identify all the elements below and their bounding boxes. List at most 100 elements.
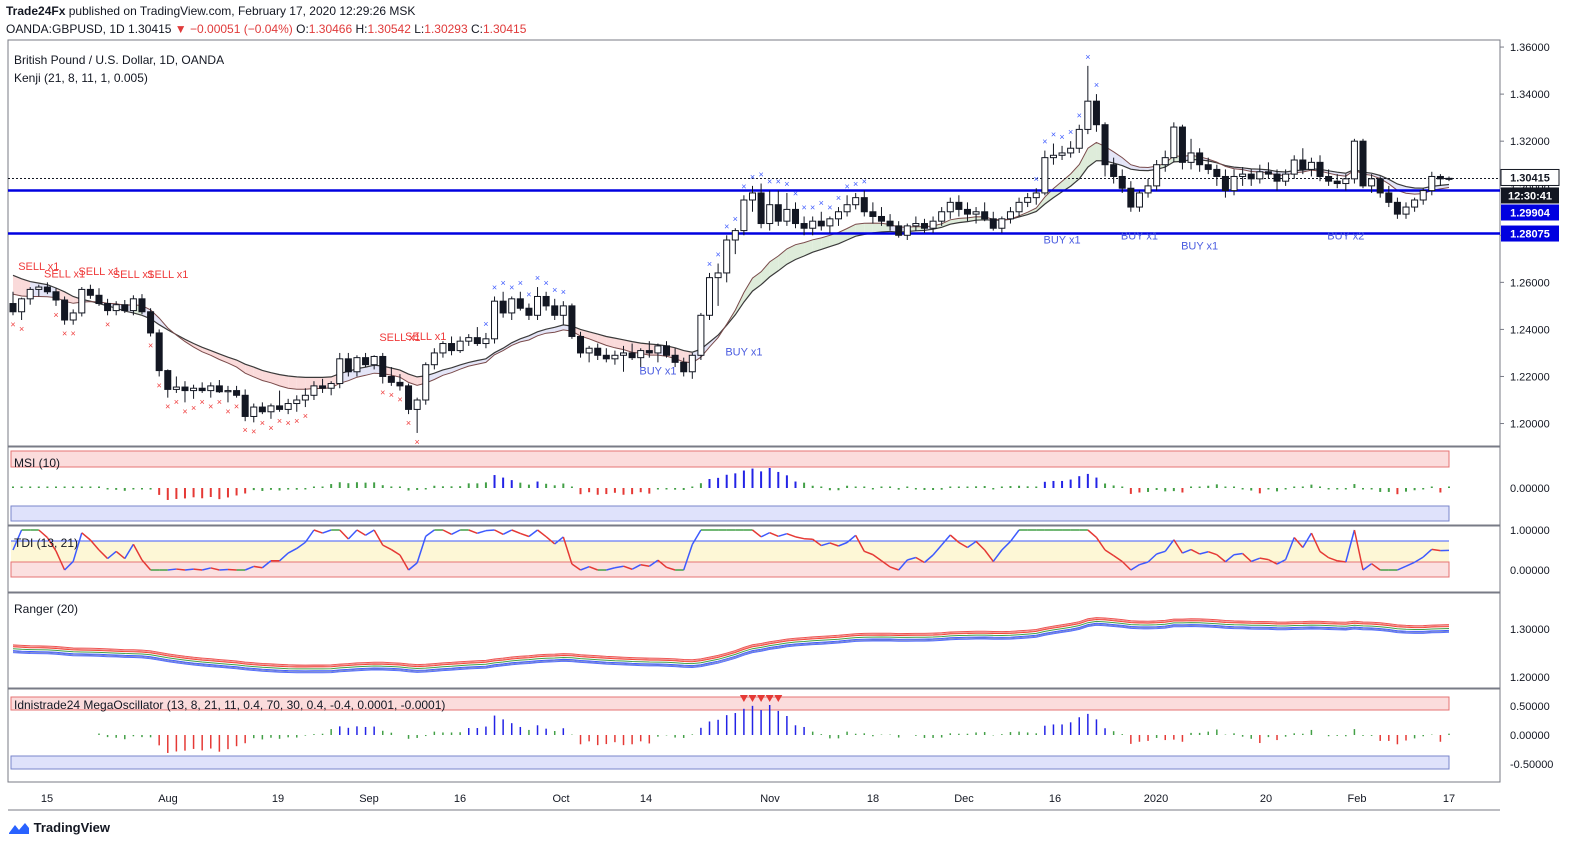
tdi-line-segment <box>915 556 925 564</box>
sell-signal-label: SELL x1 <box>147 269 188 281</box>
x-tick-label: 14 <box>640 793 652 805</box>
kenji-cloud-segment <box>288 376 297 390</box>
tdi-line-segment <box>322 529 332 534</box>
buy-cross-mark: × <box>1059 132 1064 142</box>
candle-up <box>430 352 438 366</box>
publisher-name[interactable]: Trade24Fx <box>6 4 66 18</box>
tdi-line-segment <box>1009 529 1020 542</box>
candle-up <box>491 300 499 340</box>
ranger-axis-label: 1.20000 <box>1510 672 1550 684</box>
kenji-cloud-segment <box>279 374 289 389</box>
tdi-line-segment <box>975 540 986 551</box>
candle-up <box>697 314 705 356</box>
candle-down <box>1264 171 1272 175</box>
kenji-cloud-segment <box>786 244 796 265</box>
kenji-cloud-segment <box>451 364 461 373</box>
candle-up <box>723 239 731 274</box>
candle-down <box>1393 201 1401 215</box>
msi-axis-label: 0.00000 <box>1510 483 1550 495</box>
candle-down <box>895 225 903 236</box>
level1-label-box <box>1501 204 1559 221</box>
tdi-line-segment <box>339 529 349 540</box>
kenji-cloud-segment <box>13 275 22 296</box>
tdi-line-segment <box>64 560 74 571</box>
kenji-cloud-segment <box>193 343 203 352</box>
x-tick-label: 2020 <box>1144 793 1168 805</box>
symbol-name[interactable]: OANDA:GBPUSD, 1D <box>6 22 125 36</box>
tdi-line-segment <box>12 529 23 551</box>
kenji-cloud-segment <box>528 331 538 340</box>
candle-up <box>938 211 946 222</box>
buy-cross-mark: × <box>844 181 849 191</box>
candle-down <box>955 201 963 210</box>
level2-label-box <box>1501 225 1559 242</box>
mega-sell-triangle <box>739 695 748 702</box>
kenji-cloud-segment <box>408 374 418 386</box>
kenji-cloud-segment <box>511 338 521 346</box>
tdi-line-segment <box>261 560 272 569</box>
kenji-cloud-segment <box>262 370 271 383</box>
tdi-line-segment <box>631 564 642 570</box>
tdi-line-segment <box>1242 552 1252 562</box>
kenji-cloud-segment <box>941 219 951 228</box>
tdi-line-segment <box>1199 550 1209 555</box>
tdi-line-segment <box>984 549 994 562</box>
candle-down <box>1092 100 1100 126</box>
kenji-cloud-segment <box>1070 164 1080 187</box>
buy-cross-mark: × <box>1068 127 1073 137</box>
ranger-band-line <box>12 620 1450 670</box>
sell-cross-mark: × <box>234 402 239 412</box>
buy-cross-mark: × <box>526 290 531 300</box>
buy-cross-mark: × <box>535 273 540 283</box>
candle-up <box>1006 211 1014 220</box>
candle-down <box>1127 187 1135 208</box>
sell-cross-mark: × <box>225 406 230 416</box>
candle-up <box>534 295 542 316</box>
sell-signal-label: SELL x1 <box>405 331 446 343</box>
kenji-cloud-segment <box>1044 188 1054 204</box>
candle-down <box>860 197 868 213</box>
published-text: published on TradingView.com, February 1… <box>68 4 416 18</box>
tdi-line-segment <box>279 552 289 562</box>
sell-cross-mark: × <box>251 426 256 436</box>
mega-axis-label: -0.50000 <box>1510 759 1553 771</box>
tdi-line-segment <box>872 554 882 562</box>
tdi-line-segment <box>244 565 255 571</box>
candle-up <box>1239 173 1247 177</box>
kenji-cloud-segment <box>391 368 400 378</box>
buy-cross-mark: × <box>1094 80 1099 90</box>
buy-cross-mark: × <box>758 170 763 180</box>
candle-down <box>9 303 17 313</box>
tdi-line-segment <box>898 559 908 571</box>
candle-down <box>198 387 206 392</box>
candle-down <box>551 305 559 316</box>
candle-up <box>78 288 86 314</box>
tdi-line-segment <box>1250 557 1261 563</box>
tradingview-logo[interactable]: TradingView <box>8 819 110 835</box>
tdi-line-segment <box>941 534 951 546</box>
buy-cross-mark: × <box>492 282 497 292</box>
y-tick-label: 1.32000 <box>1510 136 1550 148</box>
kenji-cloud-segment <box>253 367 263 381</box>
tdi-line-segment <box>1173 539 1184 554</box>
open-label: O: <box>296 22 309 36</box>
tdi-line-segment <box>545 536 556 545</box>
buy-cross-mark: × <box>715 250 720 260</box>
candle-up <box>1282 173 1290 182</box>
kenji-cloud-segment <box>537 329 547 336</box>
candle-down <box>1247 173 1255 180</box>
candle-down <box>516 298 524 309</box>
buy-cross-mark: × <box>776 177 781 187</box>
sell-signal-label: SELL x1 <box>18 261 59 273</box>
tdi-line-segment <box>1147 553 1158 563</box>
candle-down <box>800 223 808 229</box>
sell-cross-mark: × <box>182 406 187 416</box>
mega-oversold-zone <box>10 755 1450 770</box>
candle-up <box>834 211 842 220</box>
candle-up <box>456 340 464 352</box>
candle-up <box>301 394 309 401</box>
candle-up <box>1032 192 1040 199</box>
candle-up <box>1419 190 1427 201</box>
tdi-line-segment <box>72 532 83 562</box>
